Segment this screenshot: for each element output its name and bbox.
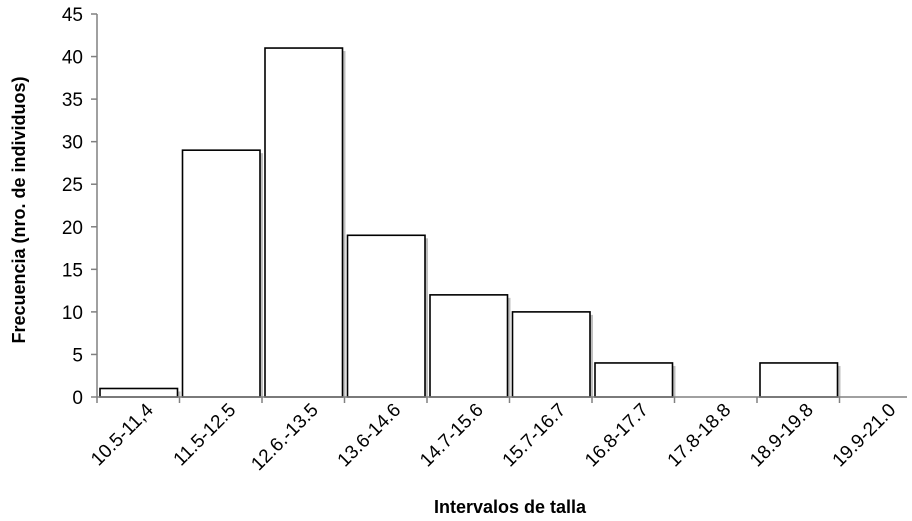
x-axis-title: Intervalos de talla [434,497,587,517]
y-tick-label: 35 [62,90,83,111]
y-tick-label: 15 [62,260,83,281]
y-tick-label: 20 [62,218,83,239]
y-tick-label: 10 [62,303,83,324]
bar [511,311,591,398]
bars [99,47,841,398]
x-tick-label: 13.6-14.6 [334,400,406,472]
x-tick-label: 19.9-21.0 [829,400,901,472]
y-axis-ticks: 0 5 10 15 20 25 30 35 40 45 [62,5,97,409]
bar [346,234,426,398]
bar [181,149,261,398]
x-tick-label: 12.6.-13.5 [247,400,322,475]
y-tick-label: 40 [62,48,83,69]
bar [759,362,839,398]
y-tick-label: 45 [62,5,83,26]
x-axis-ticks: 10.5-11,4 11.5-12.5 12.6.-13.5 13.6-14.6 14.… [87,397,900,475]
bar [264,47,344,398]
x-tick-label: 16.8-17.7 [581,400,653,472]
y-tick-label: 5 [72,345,83,366]
y-tick-label: 25 [62,175,83,196]
x-tick-label: 15.7-16.7 [499,400,571,472]
y-tick-label: 0 [72,388,83,409]
y-tick-label: 30 [62,133,83,154]
y-axis-title: Frecuencia (nro. de individuos) [9,76,29,343]
x-tick-label: 10.5-11,4 [87,399,158,470]
bar [594,362,674,398]
bar [99,387,179,398]
x-tick-label: 17.8-18.8 [664,400,736,472]
x-tick-label: 14.7-15.6 [416,400,488,472]
x-tick-label: 18.9-19.8 [746,400,818,472]
x-tick-label: 11.5-12.5 [170,400,241,471]
bar [429,294,509,398]
